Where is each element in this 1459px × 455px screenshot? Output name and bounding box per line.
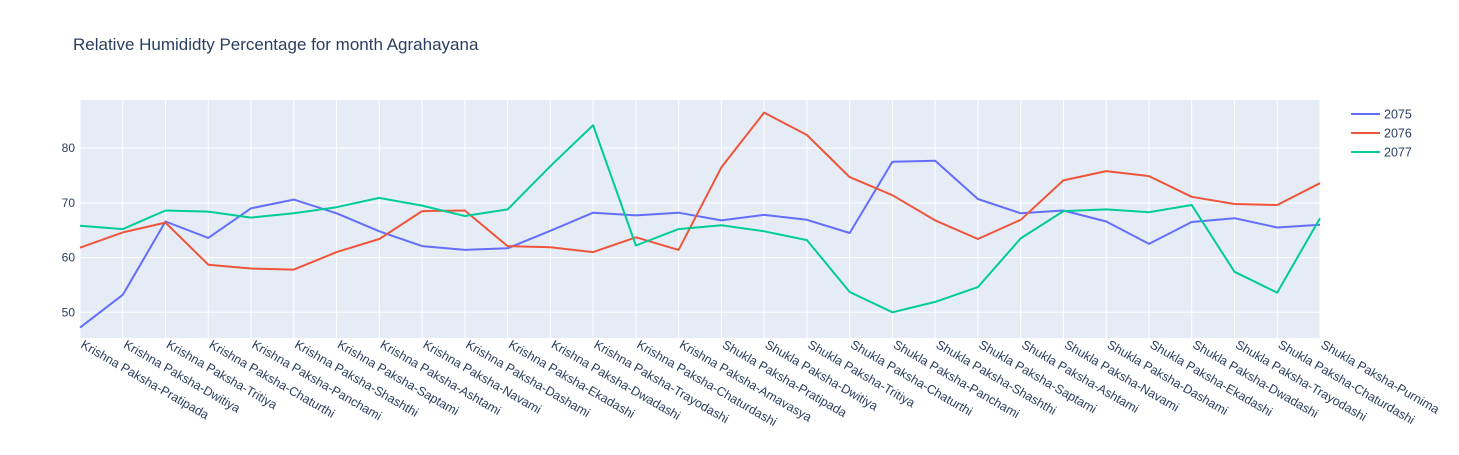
y-tick-label: 60 [62,251,76,265]
legend-label: 2076 [1384,127,1412,141]
series-lines [79,111,1321,329]
legend-label: 2077 [1384,146,1412,160]
series-line-2076 [79,111,1321,271]
plot-area [80,100,1320,338]
gridlines [79,100,1321,338]
legend-label: 2075 [1384,108,1412,122]
legend[interactable]: 2075 2076 2077 [1351,108,1412,160]
series-line-2077 [79,124,1321,314]
series-line-2075 [79,159,1321,329]
y-tick-label: 50 [62,305,76,319]
y-tick-label: 80 [62,141,76,155]
legend-item-2077[interactable]: 2077 [1351,146,1412,160]
y-axis-ticks: 50 60 70 80 [62,141,76,319]
y-tick-label: 70 [62,196,76,210]
legend-item-2076[interactable]: 2076 [1351,127,1412,141]
legend-item-2075[interactable]: 2075 [1351,108,1412,122]
chart-title: Relative Humididty Percentage for month … [73,35,479,54]
